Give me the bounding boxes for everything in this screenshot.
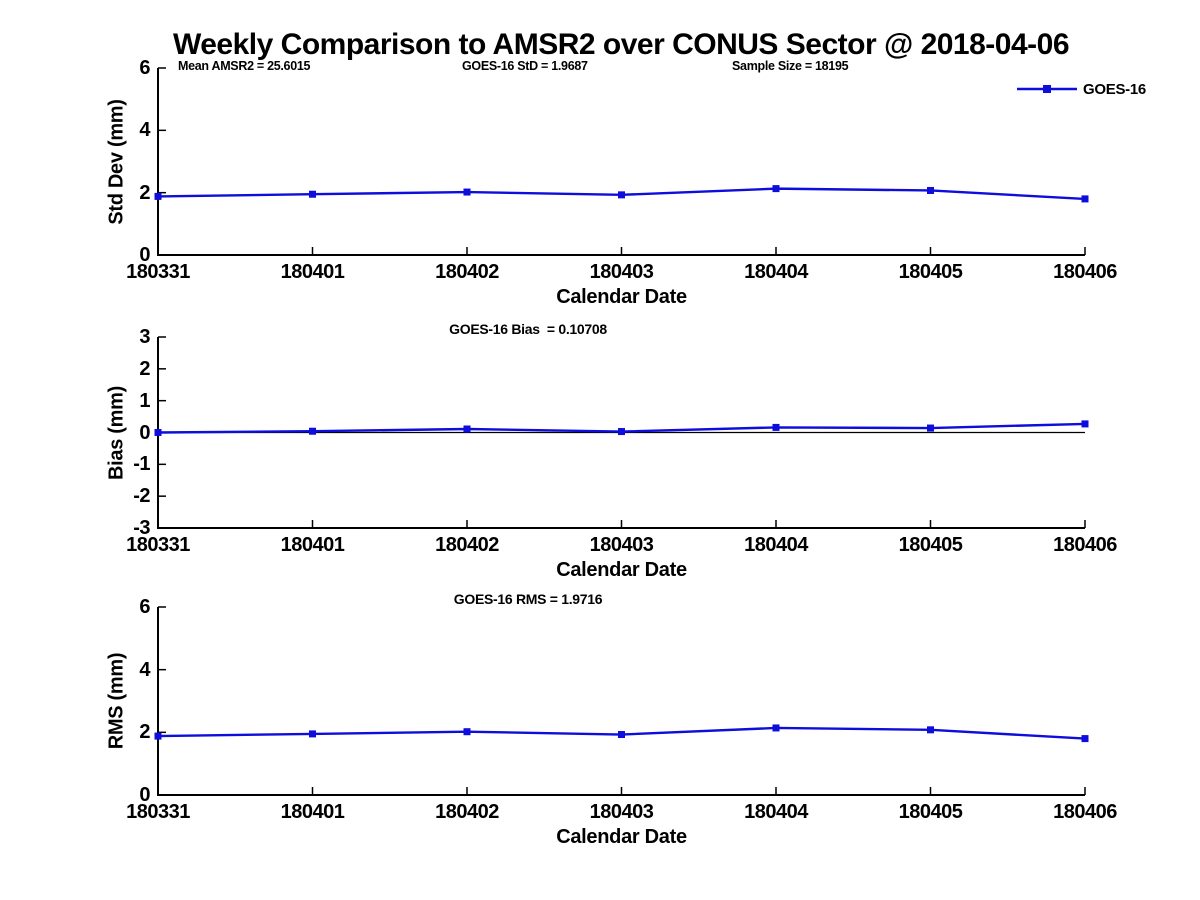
std-y-axis-label: Std Dev (mm) <box>105 98 128 225</box>
bias-panel-title: GOES-16 Bias = 0.10708 <box>449 321 607 337</box>
std-y-tick-label: 0 <box>139 244 150 266</box>
bias-y-tick-label: -2 <box>133 485 150 508</box>
std-y-tick-label: 6 <box>139 57 150 79</box>
legend-marker-sample <box>1043 85 1051 93</box>
bias-x-tick-label: 180402 <box>435 534 499 556</box>
bias-data-point-marker <box>927 424 934 432</box>
std-x-tick-label: 180403 <box>589 261 654 283</box>
bias-data-point-marker <box>309 427 316 435</box>
bias-x-tick-label: 180404 <box>744 534 808 556</box>
rms-data-point-marker <box>927 726 934 734</box>
rms-data-point-marker <box>1081 735 1089 743</box>
std-y-tick-label: 2 <box>139 181 150 204</box>
rms-data-point-marker <box>309 730 316 738</box>
bias-y-tick-label: 2 <box>139 357 150 380</box>
bias-data-point-marker <box>463 425 471 433</box>
std-x-tick-label: 180401 <box>280 261 345 283</box>
bias-y-tick-label: -1 <box>133 453 150 476</box>
std-data-point-marker <box>772 185 780 193</box>
rms-x-tick-label: 180331 <box>126 801 190 823</box>
bias-y-tick-label: 1 <box>139 389 150 412</box>
rms-y-tick-label: 0 <box>139 784 150 806</box>
annotation-sample-size: Sample Size = 18195 <box>732 59 849 73</box>
bias-x-tick-label: 180405 <box>898 534 963 556</box>
bias-data-point-marker <box>772 423 780 431</box>
rms-y-tick-label: 2 <box>139 721 150 744</box>
bias-x-axis-label: Calendar Date <box>556 559 687 581</box>
bias-x-tick-label: 180403 <box>589 534 654 556</box>
std-x-axis-label: Calendar Date <box>556 286 687 308</box>
legend-label: GOES-16 <box>1083 81 1146 98</box>
std-data-point-marker <box>309 190 316 198</box>
std-x-tick-label: 180331 <box>126 261 190 283</box>
rms-data-point-marker <box>154 732 162 740</box>
std-x-tick-label: 180402 <box>435 261 499 283</box>
rms-x-tick-label: 180402 <box>435 801 499 823</box>
rms-y-axis-label: RMS (mm) <box>105 652 128 750</box>
rms-y-tick-label: 6 <box>139 596 150 618</box>
bias-y-axis-label: Bias (mm) <box>105 385 128 480</box>
rms-y-tick-label: 4 <box>139 658 150 681</box>
rms-panel-title: GOES-16 RMS = 1.9716 <box>453 591 603 607</box>
std-data-point-marker <box>927 186 934 194</box>
rms-x-tick-label: 180406 <box>1053 801 1117 823</box>
rms-x-tick-label: 180405 <box>898 801 963 823</box>
rms-data-point-marker <box>463 728 471 736</box>
std-data-point-marker <box>154 192 162 200</box>
annotation-mean-amsr2: Mean AMSR2 = 25.6015 <box>178 59 311 73</box>
std-x-tick-label: 180405 <box>898 261 963 283</box>
rms-x-tick-label: 180401 <box>280 801 345 823</box>
std-data-point-marker <box>463 188 471 196</box>
rms-x-tick-label: 180404 <box>744 801 808 823</box>
std-y-tick-label: 4 <box>139 119 150 142</box>
std-data-point-marker <box>618 191 625 199</box>
std-x-tick-label: 180404 <box>744 261 808 283</box>
std-data-point-marker <box>1081 195 1089 203</box>
rms-data-point-marker <box>772 724 780 732</box>
bias-y-tick-label: -3 <box>133 517 150 539</box>
rms-x-tick-label: 180403 <box>589 801 654 823</box>
bias-data-point-marker <box>154 429 162 436</box>
bias-x-tick-label: 180406 <box>1053 534 1117 556</box>
annotation-goes-std: GOES-16 StD = 1.9687 <box>462 59 588 73</box>
bias-x-tick-label: 180331 <box>126 534 190 556</box>
bias-x-tick-label: 180401 <box>280 534 345 556</box>
rms-x-axis-label: Calendar Date <box>556 826 687 848</box>
std-x-tick-label: 180406 <box>1053 261 1117 283</box>
figure-title: Weekly Comparison to AMSR2 over CONUS Se… <box>172 28 1070 61</box>
bias-data-point-marker <box>1081 420 1089 428</box>
bias-y-tick-label: 3 <box>139 326 150 348</box>
rms-data-point-marker <box>618 731 625 739</box>
bias-y-tick-label: 0 <box>139 421 150 444</box>
bias-data-point-marker <box>618 428 625 436</box>
